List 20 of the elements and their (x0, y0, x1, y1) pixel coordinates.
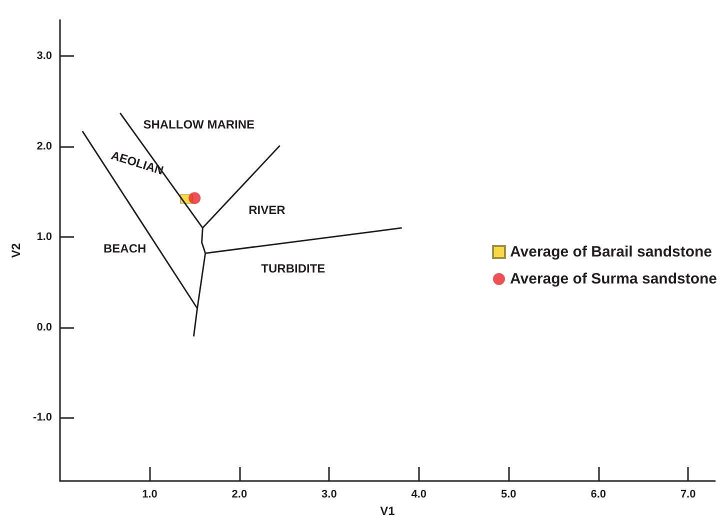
annotation: TURBIDITE (261, 261, 326, 276)
x-tick-label: 7.0 (680, 488, 696, 500)
x-tick-label: 4.0 (411, 488, 427, 500)
legend-label: Average of Barail sandstone (510, 244, 712, 260)
y-axis-title: V2 (9, 242, 24, 258)
legend-label: Average of Surma sandstone (510, 270, 718, 288)
y-tick-label: -1.0 (33, 412, 52, 424)
annotation: RIVER (248, 202, 286, 217)
y-tick-label: 3.0 (36, 50, 52, 62)
x-tick-label: 2.0 (232, 488, 248, 500)
x-tick-label: 5.0 (500, 488, 516, 500)
x-tick-label: 3.0 (322, 488, 337, 500)
annotation: SHALLOW MARINE (143, 118, 255, 132)
y-tick-label: 0.0 (36, 321, 52, 334)
x-axis-title: V1 (380, 504, 396, 518)
annotation: BEACH (104, 242, 146, 256)
y-tick-label: 2.0 (36, 140, 52, 153)
x-tick-label: 6.0 (590, 488, 606, 500)
x-tick-label: 1.0 (142, 488, 158, 500)
y-tick-label: 1.0 (36, 230, 52, 243)
